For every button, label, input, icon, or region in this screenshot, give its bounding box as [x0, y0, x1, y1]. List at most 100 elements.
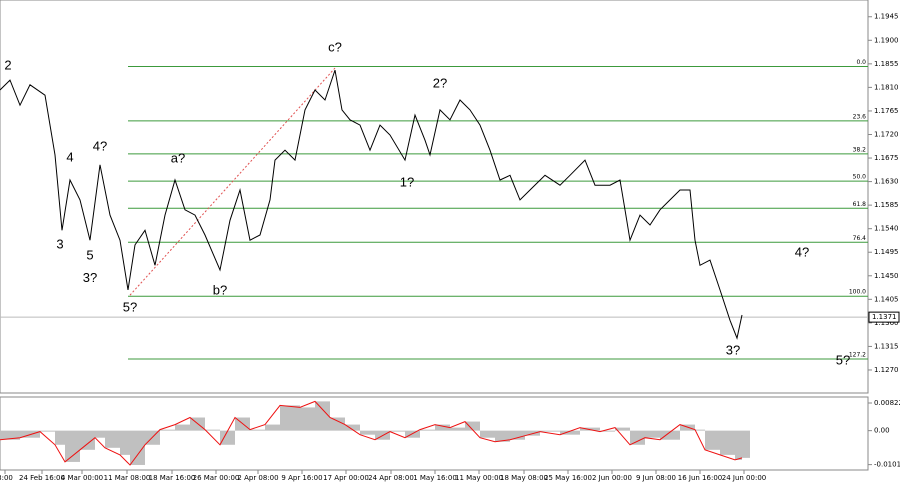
- oscillator-bar: [330, 417, 345, 431]
- y-tick-label: 1.1675: [874, 154, 899, 162]
- oscillator-bar: [55, 430, 65, 445]
- oscillator-bar: [735, 430, 742, 460]
- x-tick-label: 17 Apr 00:00: [323, 474, 369, 482]
- oscillator-bar: [95, 430, 105, 438]
- x-tick-label: 9 Apr 16:00: [281, 474, 322, 482]
- x-tick-label: 18 Mar 16:00: [149, 474, 196, 482]
- oscillator-bar: [705, 430, 720, 450]
- oscillator-bar: [120, 430, 130, 455]
- x-tick-label: 25 May 16:00: [544, 474, 592, 482]
- oscillator-bar: [435, 424, 450, 431]
- oscillator-bar: [345, 424, 360, 431]
- x-tick-label: 1 May 16:00: [413, 474, 457, 482]
- x-tick-label: 4 Mar 00:00: [61, 474, 103, 482]
- wave-label: 3: [56, 236, 63, 251]
- oscillator-bar: [615, 427, 630, 431]
- x-tick-label: 11 May 00:00: [455, 474, 503, 482]
- fib-label: 0.0: [856, 59, 866, 66]
- fib-label: 23.6: [853, 113, 867, 120]
- wave-label: 3?: [83, 270, 97, 285]
- oscillator-bar: [560, 430, 580, 435]
- y-tick-label: 1.1540: [874, 225, 899, 233]
- y-tick-label: 1.1360: [874, 319, 899, 327]
- wave-label: a?: [171, 151, 185, 166]
- y-tick-label: 1.1720: [874, 130, 899, 138]
- y-tick-label: 1.1900: [874, 36, 899, 44]
- y-tick-label: 1.1765: [874, 107, 899, 115]
- signal-line: [0, 400, 743, 466]
- x-tick-label: 11 Mar 08:00: [104, 474, 151, 482]
- x-tick-label: 2 Apr 08:00: [237, 474, 278, 482]
- oscillator-panel: [0, 396, 869, 471]
- y-tick-label: 1.1450: [874, 272, 899, 280]
- oscillator-bar: [510, 430, 525, 440]
- oscillator-bar: [300, 407, 315, 431]
- wave-label: 4?: [93, 138, 107, 153]
- oscillator-bar: [220, 430, 235, 445]
- oscillator-bar: [645, 430, 660, 438]
- oscillator-bar: [205, 429, 220, 431]
- oscillator-bar: [720, 430, 735, 455]
- fib-label: 38.2: [853, 146, 867, 153]
- wave-label: 4?: [795, 245, 809, 260]
- y-tick-label: 1.1810: [874, 83, 899, 91]
- x-tick-label: 2 Jun 00:00: [592, 474, 632, 482]
- oscillator-bar: [630, 430, 645, 445]
- x-tick-label: 24 Apr 08:00: [368, 474, 414, 482]
- x-tick-label: 9 Jun 08:00: [636, 474, 676, 482]
- oscillator-bar: [600, 430, 615, 432]
- y-tick-label: 1.1945: [874, 13, 899, 21]
- oscillator-bar: [160, 429, 175, 431]
- wave-label: 2: [4, 57, 11, 72]
- oscillator-bar: [105, 430, 120, 448]
- y-tick-label: 0.00822: [874, 399, 900, 407]
- fib-label: 127.2: [849, 351, 866, 358]
- fib-label: 76.4: [853, 235, 867, 242]
- wave-label: 4: [66, 149, 73, 164]
- trendline: [129, 67, 336, 296]
- oscillator-bar: [465, 421, 480, 431]
- wave-label: b?: [213, 282, 227, 297]
- y-tick-label: 1.1585: [874, 201, 899, 209]
- oscillator-bar: [390, 430, 405, 432]
- oscillator-bar: [420, 429, 435, 431]
- oscillator-bar: [80, 430, 95, 450]
- oscillator-bar: [0, 430, 20, 440]
- y-tick-label: 1.1315: [874, 342, 899, 350]
- main-panel: [0, 0, 869, 394]
- oscillator-bar: [130, 430, 145, 465]
- x-tick-label: 26 Mar 00:00: [193, 474, 240, 482]
- fib-label: 100.0: [849, 289, 866, 296]
- oscillator-bar: [175, 424, 190, 431]
- current-price-box: [868, 311, 900, 323]
- oscillator-bar: [495, 430, 510, 442]
- wave-label: 2?: [433, 76, 447, 91]
- current-price-label: 1.1371: [872, 313, 897, 321]
- oscillator-bar: [540, 430, 560, 432]
- wave-label: 3?: [726, 343, 740, 358]
- oscillator-bar: [40, 430, 55, 432]
- oscillator-bar: [250, 429, 265, 431]
- x-tick-label: 18 May 08:00: [500, 474, 548, 482]
- oscillator-bar: [360, 430, 375, 435]
- y-tick-label: 1.1270: [874, 366, 899, 374]
- oscillator-bar: [265, 424, 280, 431]
- oscillator-bar: [742, 430, 750, 458]
- wave-label: 5?: [836, 353, 850, 368]
- wave-label: 5: [86, 247, 93, 262]
- y-tick-label: 1.1405: [874, 295, 899, 303]
- price-line: [0, 69, 743, 340]
- wave-label: 1?: [400, 175, 414, 190]
- oscillator-bar: [480, 430, 495, 438]
- x-tick-label: 24 Feb 16:00: [19, 474, 65, 482]
- wave-label: 5?: [123, 300, 137, 315]
- x-tick-label: 8:00: [0, 474, 13, 482]
- oscillator-bar: [450, 427, 465, 431]
- fib-label: 50.0: [853, 174, 867, 181]
- y-tick-label: 1.1630: [874, 178, 899, 186]
- y-tick-label: 1.1495: [874, 248, 899, 256]
- oscillator-bar: [280, 405, 300, 431]
- y-tick-label: -0.0101: [874, 461, 900, 469]
